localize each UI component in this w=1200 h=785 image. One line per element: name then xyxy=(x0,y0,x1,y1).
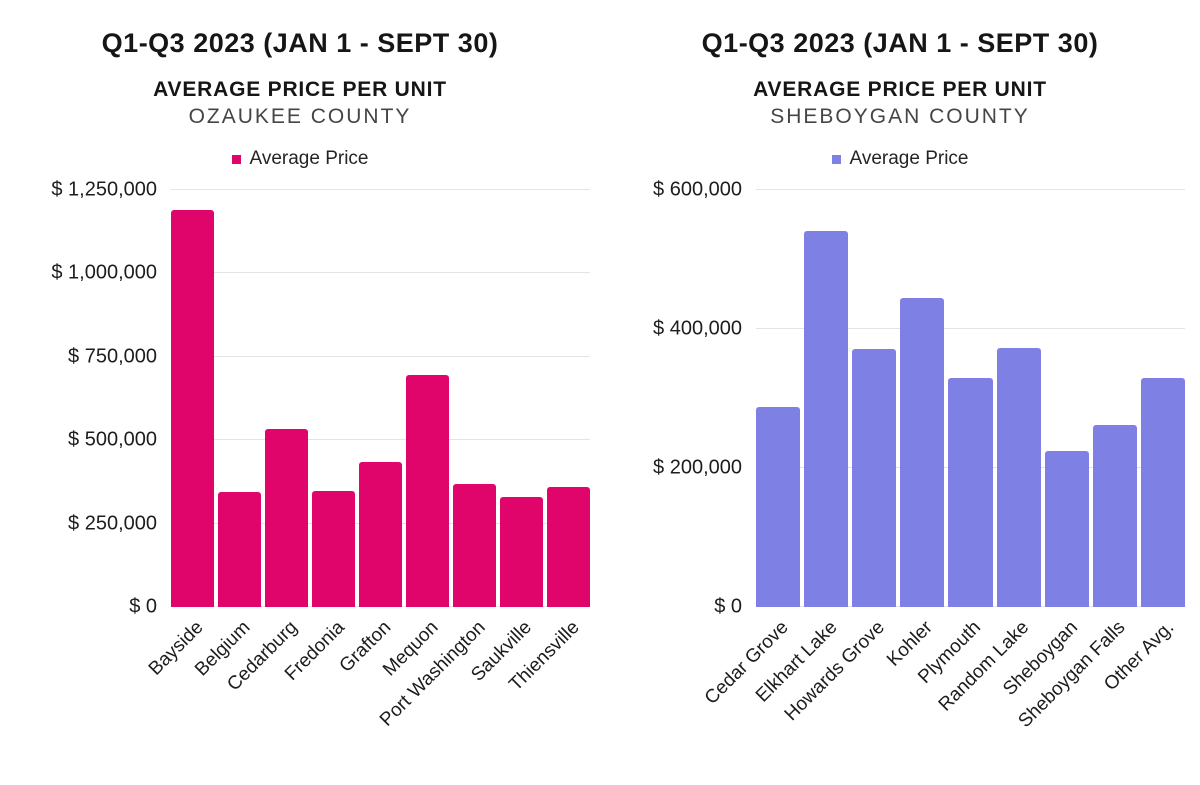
x-cell: Port Washington xyxy=(376,607,496,785)
bar xyxy=(1140,378,1185,607)
gridline xyxy=(756,328,1185,329)
x-cell: Saukville xyxy=(468,607,543,785)
chart-title: Q1-Q3 2023 (JAN 1 - SEPT 30) xyxy=(101,28,499,58)
legend: Average Price xyxy=(600,148,1200,170)
bars-group xyxy=(171,190,590,607)
y-tick-label: $ 200,000 xyxy=(653,456,742,479)
gridline xyxy=(171,272,590,274)
x-cell: Sheboygan Falls xyxy=(1015,607,1137,785)
legend-label: Average Price xyxy=(849,148,969,169)
x-cell: Belgium xyxy=(191,607,261,785)
y-tick-label: $ 1,250,000 xyxy=(51,178,157,201)
chart-sheboygan-county: Q1-Q3 2023 (JAN 1 - SEPT 30) AVERAGE PRI… xyxy=(600,0,1200,785)
bar xyxy=(312,491,355,607)
gridline xyxy=(171,439,590,441)
legend-label: Average Price xyxy=(249,148,369,169)
bar xyxy=(453,484,496,607)
y-tick-label: $ 500,000 xyxy=(68,428,157,451)
bars-group xyxy=(756,190,1185,607)
x-cell: Other Avg. xyxy=(1100,607,1185,785)
chart-subtitle: AVERAGE PRICE PER UNIT xyxy=(153,78,447,101)
bar xyxy=(359,461,402,607)
y-tick-label: $ 250,000 xyxy=(68,512,157,535)
bar xyxy=(996,347,1041,607)
y-tick-label: $ 600,000 xyxy=(653,178,742,201)
x-cell: Fredonia xyxy=(280,607,355,785)
plot-area: $ 0 $ 250,000 $ 500,000 $ 750,000 $ 1,000,00… xyxy=(51,179,590,618)
x-cell: Cedarburg xyxy=(223,607,308,785)
bar xyxy=(500,496,543,607)
legend-swatch-icon xyxy=(231,154,241,164)
x-axis: Cedar Grove Elkhart Lake Howards Grove Kohl… xyxy=(701,607,1185,785)
x-axis: Bayside Belgium Cedarburg Fredonia Grafton Me… xyxy=(145,607,590,785)
chart-subtitle: AVERAGE PRICE PER UNIT xyxy=(753,78,1047,101)
bar xyxy=(265,428,308,607)
chart-county-label: SHEBOYGAN COUNTY xyxy=(770,105,1030,128)
bar xyxy=(1092,424,1137,607)
bar xyxy=(756,406,801,607)
chart-title: Q1-Q3 2023 (JAN 1 - SEPT 30) xyxy=(701,28,1099,58)
chart-county-label: OZAUKEE COUNTY xyxy=(188,105,412,128)
y-tick-label: $ 400,000 xyxy=(653,317,742,340)
legend-swatch-icon xyxy=(831,154,841,164)
bar xyxy=(1044,451,1089,607)
bar xyxy=(900,297,945,607)
bar xyxy=(171,210,214,607)
bar xyxy=(547,487,590,607)
bar xyxy=(804,231,849,607)
y-tick-label: $ 0 xyxy=(714,595,742,618)
y-tick-label: $ 0 xyxy=(129,595,157,618)
bar xyxy=(406,375,449,607)
bar xyxy=(852,349,897,607)
chart-ozaukee-county: Q1-Q3 2023 (JAN 1 - SEPT 30) AVERAGE PRI… xyxy=(0,28,600,785)
legend: Average Price xyxy=(0,148,600,170)
bar xyxy=(218,491,261,607)
x-cell: Bayside xyxy=(145,607,214,785)
gridline xyxy=(171,355,590,357)
y-tick-label: $ 750,000 xyxy=(68,345,157,368)
bar xyxy=(948,378,993,607)
gridline xyxy=(171,189,590,190)
plot-area: $ 0 $ 200,000 $ 400,000 $ 600,000 xyxy=(653,179,1185,618)
x-cell: Howards Grove xyxy=(781,607,896,785)
x-cell: Thiensville xyxy=(505,607,590,785)
y-tick-label: $ 1,000,000 xyxy=(51,261,157,284)
gridline xyxy=(756,189,1185,190)
